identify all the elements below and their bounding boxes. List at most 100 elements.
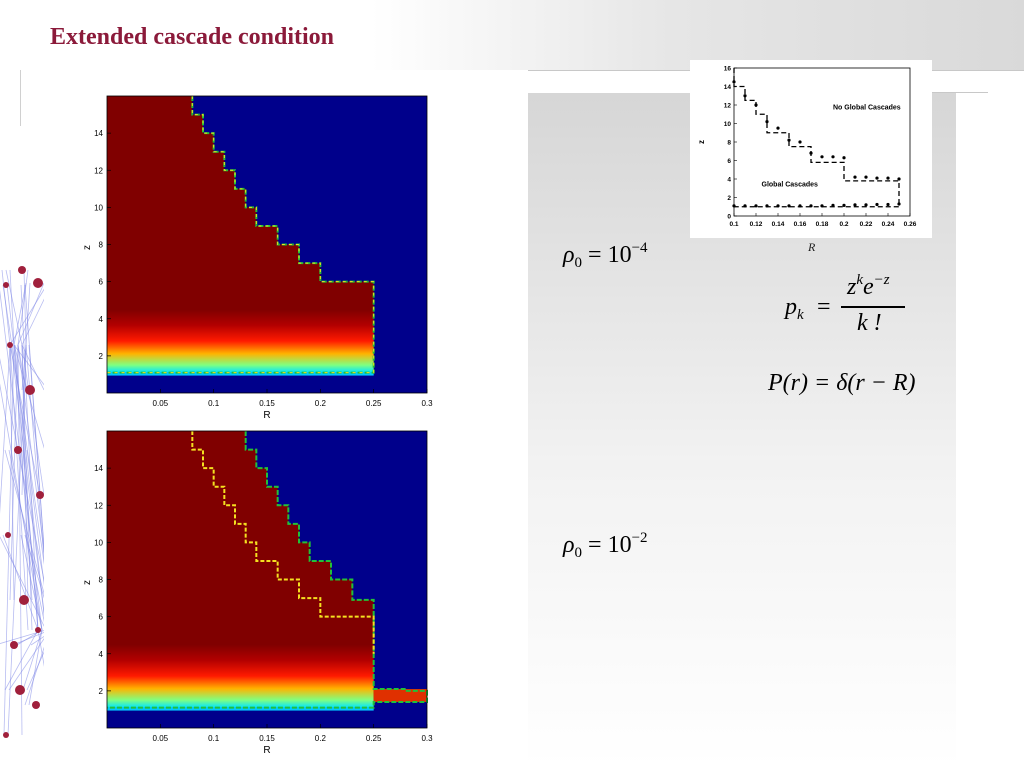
cascade-boundary-yellow	[191, 431, 375, 654]
network-node	[19, 595, 29, 605]
inset-y-tick-label: 14	[724, 84, 732, 91]
annotation-global: Global Cascades	[762, 181, 819, 188]
transition-band	[107, 309, 374, 373]
inset-point-1	[809, 151, 813, 155]
inset-point-2	[831, 203, 835, 207]
x-tick-label: 0.2	[315, 734, 327, 743]
inset-point-2	[743, 204, 747, 208]
x-tick-label: 0.15	[259, 399, 275, 408]
inset-x-tick-label: 0.2	[839, 221, 848, 228]
network-edge	[21, 344, 45, 496]
network-edge	[13, 344, 33, 601]
transition-band	[107, 644, 374, 708]
network-edge	[20, 534, 43, 631]
left-stripe	[20, 70, 45, 126]
network-node	[32, 701, 40, 709]
network-node	[18, 266, 26, 274]
network-edge	[6, 284, 47, 631]
inset-point-2	[787, 204, 791, 208]
network-edge	[9, 282, 48, 346]
x-tick-label: 0.25	[366, 734, 382, 743]
inset-xlabel: R	[808, 240, 816, 254]
inset-point-1	[875, 176, 879, 180]
inset-y-axis-label: z	[697, 140, 706, 144]
inset-y-tick-label: 8	[727, 140, 731, 147]
lower-edge-band	[107, 372, 374, 376]
equation-rho-bottom: ρ0 = 10−2	[563, 530, 648, 561]
network-edge	[20, 284, 39, 631]
inset-x-tick-label: 0.14	[772, 221, 785, 228]
network-edge	[23, 269, 27, 346]
inset-y-tick-label: 16	[724, 66, 732, 73]
cascade-boundary-green	[107, 431, 428, 709]
inset-point-2	[897, 202, 901, 206]
y-tick-label: 2	[99, 687, 104, 696]
x-tick-label: 0.25	[366, 399, 382, 408]
x-tick-label: 0.2	[315, 399, 327, 408]
network-edge	[9, 344, 15, 601]
lower-edge-band	[107, 707, 374, 711]
network-edge	[7, 344, 27, 736]
inset-chart: 0.1 0.12 0.14 0.16 0.18 0.2 0.22 0.24 0.26 0 2 4 6 8 1…	[690, 60, 932, 238]
network-edge	[30, 633, 48, 646]
inset-point-2	[820, 204, 824, 208]
heatmap-cells	[107, 96, 427, 393]
network-edge	[13, 344, 48, 391]
inset-point-1	[831, 155, 835, 159]
x-tick-label: 0.05	[153, 399, 169, 408]
network-node	[14, 446, 22, 454]
inset-point-2	[842, 203, 846, 207]
annotation-no-global: No Global Cascades	[833, 105, 901, 112]
inset-y-tick-label: 0	[727, 214, 731, 221]
x-axis-label: R	[263, 745, 270, 756]
inset-y-tick-label: 10	[724, 121, 732, 128]
x-tick-label: 0.3	[421, 399, 433, 408]
network-edge	[0, 344, 11, 515]
network-edge	[3, 344, 15, 736]
y-tick-label: 10	[94, 538, 103, 547]
x-axis-label: R	[263, 410, 270, 420]
network-edge	[22, 629, 43, 691]
inset-point-1	[897, 177, 901, 181]
inset-point-2	[809, 204, 813, 208]
inset-x-tick-label: 0.18	[816, 221, 829, 228]
inset-point-1	[765, 120, 769, 124]
x-tick-label: 0.1	[208, 734, 220, 743]
network-node	[5, 532, 11, 538]
y-axis-label: z	[82, 580, 93, 585]
heatmap-top: 0.050.10.150.20.250.32468101214Rz00.10.2…	[82, 95, 433, 420]
inset-point-1	[754, 103, 758, 107]
network-edge	[26, 642, 48, 691]
x-tick-label: 0.1	[208, 399, 220, 408]
network-decoration	[0, 266, 48, 738]
inset-x-tick-label: 0.22	[860, 221, 873, 228]
inset-x-tick-label: 0.26	[904, 221, 917, 228]
network-edge	[9, 269, 15, 346]
title-bar: Extended cascade condition	[20, 0, 1024, 71]
slide-title: Extended cascade condition	[50, 24, 335, 50]
cascade-region	[107, 431, 427, 708]
inset-point-2	[798, 204, 802, 208]
inset-point-1	[820, 155, 824, 159]
inset-point-1	[798, 140, 802, 144]
inset-point-1	[776, 126, 780, 130]
network-edge	[2, 534, 39, 631]
x-tick-label: 0.15	[259, 734, 275, 743]
network-node	[3, 282, 9, 288]
inset-point-2	[864, 203, 868, 207]
network-edge	[17, 282, 45, 346]
inset-series-dashed	[733, 68, 900, 208]
network-node	[7, 342, 13, 348]
network-node	[10, 641, 18, 649]
y-tick-label: 8	[99, 241, 104, 250]
inset-point-1	[864, 175, 868, 179]
x-tick-label: 0.05	[153, 734, 169, 743]
cascade-region	[107, 96, 374, 373]
y-tick-label: 4	[99, 650, 104, 659]
inset-x-tick-label: 0.16	[794, 221, 807, 228]
network-node	[15, 685, 25, 695]
inset-x-tick-label: 0.1	[729, 221, 738, 228]
y-tick-label: 10	[94, 203, 103, 212]
high-R-band	[373, 689, 427, 703]
inset-y-tick-label: 2	[727, 195, 731, 202]
